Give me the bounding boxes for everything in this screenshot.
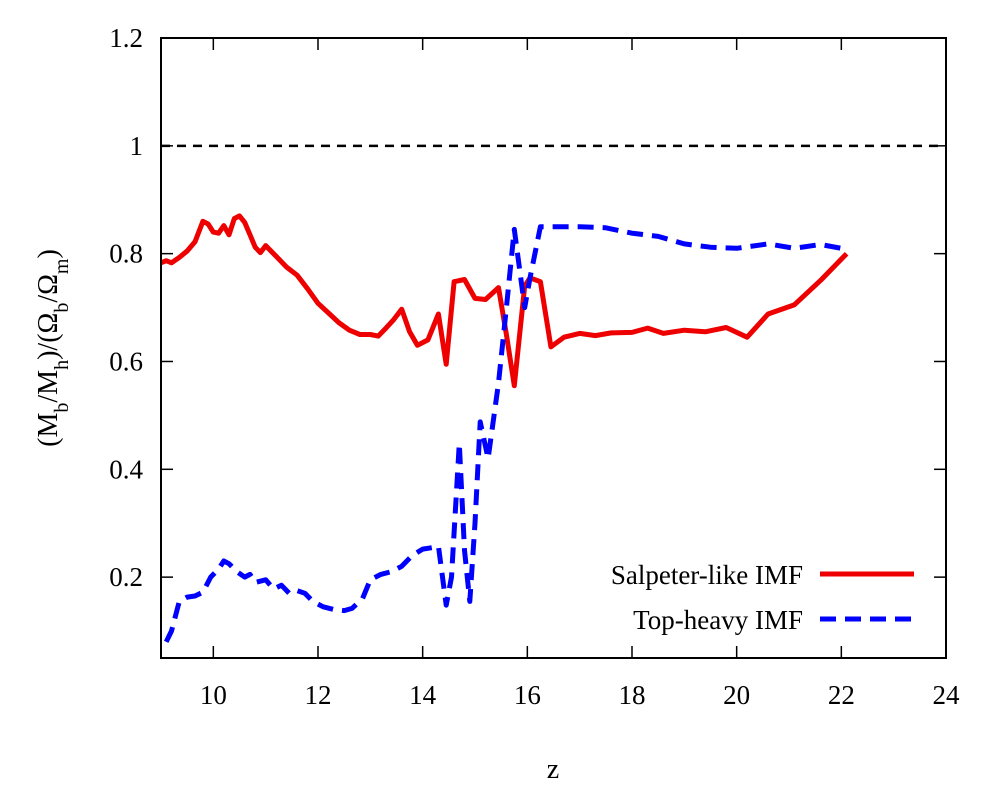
y-tick-label: 0.2	[109, 562, 143, 592]
legend-label: Top-heavy IMF	[633, 605, 803, 635]
y-axis-label: (Mb/Mh)/(Ωb/Ωm)	[33, 249, 73, 447]
axes-layer	[160, 37, 947, 659]
ticks-layer: 10 12 14 16 18 20 22 24 0.2 0.4 0.6 0.8 1 1.2	[109, 23, 960, 710]
plot-frame	[160, 37, 947, 659]
legend-label: Salpeter-like IMF	[611, 560, 803, 590]
y-tick-label: 0.6	[109, 346, 143, 376]
x-tick-label: 12	[305, 680, 332, 710]
legend: Salpeter-like IMF Top-heavy IMF	[611, 560, 914, 635]
y-tick-label: 1	[130, 131, 144, 161]
x-tick-label: 10	[200, 680, 227, 710]
x-tick-label: 14	[409, 680, 437, 710]
x-tick-label: 22	[828, 680, 855, 710]
y-tick-label: 1.2	[109, 23, 143, 53]
y-tick-label: 0.4	[109, 454, 143, 484]
x-tick-label: 24	[933, 680, 961, 710]
x-tick-label: 18	[619, 680, 646, 710]
y-tick-label: 0.8	[109, 239, 143, 269]
series-layer	[161, 213, 849, 643]
x-axis-label: z	[547, 754, 559, 785]
x-tick-label: 20	[723, 680, 750, 710]
series-line-salpeter	[161, 213, 849, 389]
x-tick-label: 16	[514, 680, 541, 710]
series-line-top-heavy	[163, 224, 848, 643]
